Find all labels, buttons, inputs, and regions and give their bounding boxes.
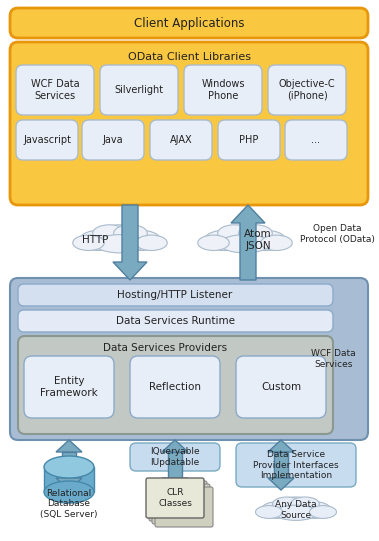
Text: Reflection: Reflection: [149, 382, 201, 392]
FancyBboxPatch shape: [155, 487, 213, 527]
FancyBboxPatch shape: [16, 120, 78, 160]
FancyBboxPatch shape: [16, 65, 94, 115]
FancyBboxPatch shape: [236, 356, 326, 418]
FancyBboxPatch shape: [236, 443, 356, 487]
Text: Data Services Providers: Data Services Providers: [103, 343, 227, 353]
Text: ...: ...: [312, 135, 321, 145]
Polygon shape: [162, 440, 188, 452]
Ellipse shape: [310, 506, 337, 518]
Polygon shape: [56, 440, 82, 452]
Ellipse shape: [73, 235, 104, 250]
Text: Data Service
Provider Interfaces
Implementation: Data Service Provider Interfaces Impleme…: [253, 450, 339, 480]
Ellipse shape: [198, 235, 229, 250]
Ellipse shape: [218, 225, 251, 242]
Text: WCF Data
Services: WCF Data Services: [31, 79, 79, 101]
FancyBboxPatch shape: [152, 484, 210, 524]
Text: HTTP: HTTP: [82, 235, 108, 245]
Ellipse shape: [93, 225, 126, 242]
Ellipse shape: [255, 506, 282, 518]
Polygon shape: [113, 205, 147, 280]
Text: Silverlight: Silverlight: [114, 85, 164, 95]
Text: CLR
Classes: CLR Classes: [158, 489, 192, 507]
Ellipse shape: [274, 497, 318, 519]
Ellipse shape: [204, 230, 244, 250]
Ellipse shape: [291, 497, 319, 511]
Ellipse shape: [136, 235, 167, 250]
Ellipse shape: [297, 502, 331, 518]
FancyBboxPatch shape: [184, 65, 262, 115]
FancyBboxPatch shape: [130, 443, 220, 471]
FancyBboxPatch shape: [130, 356, 220, 418]
FancyBboxPatch shape: [24, 356, 114, 418]
Polygon shape: [56, 478, 82, 490]
Ellipse shape: [273, 497, 301, 511]
FancyBboxPatch shape: [10, 8, 368, 38]
Text: Hosting/HTTP Listener: Hosting/HTTP Listener: [117, 290, 233, 300]
FancyBboxPatch shape: [218, 120, 280, 160]
Text: PHP: PHP: [239, 135, 259, 145]
FancyBboxPatch shape: [149, 481, 207, 521]
Text: IQueryable
IUpdatable: IQueryable IUpdatable: [150, 447, 200, 467]
Text: Relational
Database
(SQL Server): Relational Database (SQL Server): [40, 489, 98, 519]
Ellipse shape: [79, 230, 119, 250]
Polygon shape: [268, 478, 294, 490]
Polygon shape: [274, 452, 288, 478]
Ellipse shape: [95, 235, 145, 253]
Text: OData Client Libraries: OData Client Libraries: [127, 52, 251, 62]
Polygon shape: [268, 440, 294, 452]
Polygon shape: [231, 205, 265, 280]
FancyBboxPatch shape: [268, 65, 346, 115]
Ellipse shape: [114, 225, 147, 242]
FancyBboxPatch shape: [10, 42, 368, 205]
Ellipse shape: [220, 235, 270, 253]
Text: WCF Data
Services: WCF Data Services: [312, 349, 356, 369]
FancyBboxPatch shape: [18, 284, 333, 306]
FancyBboxPatch shape: [82, 120, 144, 160]
Text: Data Services Runtime: Data Services Runtime: [116, 316, 235, 326]
Ellipse shape: [246, 230, 286, 250]
Polygon shape: [44, 467, 94, 492]
Polygon shape: [168, 452, 182, 478]
Text: Javascript: Javascript: [23, 135, 71, 145]
Ellipse shape: [121, 230, 161, 250]
Text: Open Data
Protocol (OData): Open Data Protocol (OData): [299, 225, 374, 243]
Text: Atom
JSON: Atom JSON: [244, 229, 272, 251]
Ellipse shape: [44, 481, 94, 503]
Text: Windows
Phone: Windows Phone: [201, 79, 245, 101]
Ellipse shape: [94, 225, 146, 251]
Ellipse shape: [274, 505, 318, 520]
Ellipse shape: [261, 502, 295, 518]
Text: Custom: Custom: [261, 382, 301, 392]
Text: Objective-C
(iPhone): Objective-C (iPhone): [279, 79, 335, 101]
Text: Any Data
Source: Any Data Source: [275, 500, 317, 520]
Ellipse shape: [219, 225, 271, 251]
FancyBboxPatch shape: [10, 278, 368, 440]
Ellipse shape: [261, 235, 292, 250]
FancyBboxPatch shape: [146, 478, 204, 518]
Text: AJAX: AJAX: [170, 135, 192, 145]
Ellipse shape: [239, 225, 272, 242]
Polygon shape: [162, 478, 188, 490]
FancyBboxPatch shape: [150, 120, 212, 160]
Text: Client Applications: Client Applications: [134, 16, 244, 30]
FancyBboxPatch shape: [18, 310, 333, 332]
Ellipse shape: [44, 456, 94, 478]
Text: Java: Java: [103, 135, 123, 145]
FancyBboxPatch shape: [18, 336, 333, 434]
FancyBboxPatch shape: [100, 65, 178, 115]
Polygon shape: [62, 452, 76, 478]
FancyBboxPatch shape: [285, 120, 347, 160]
Text: Entity
Framework: Entity Framework: [40, 376, 98, 398]
